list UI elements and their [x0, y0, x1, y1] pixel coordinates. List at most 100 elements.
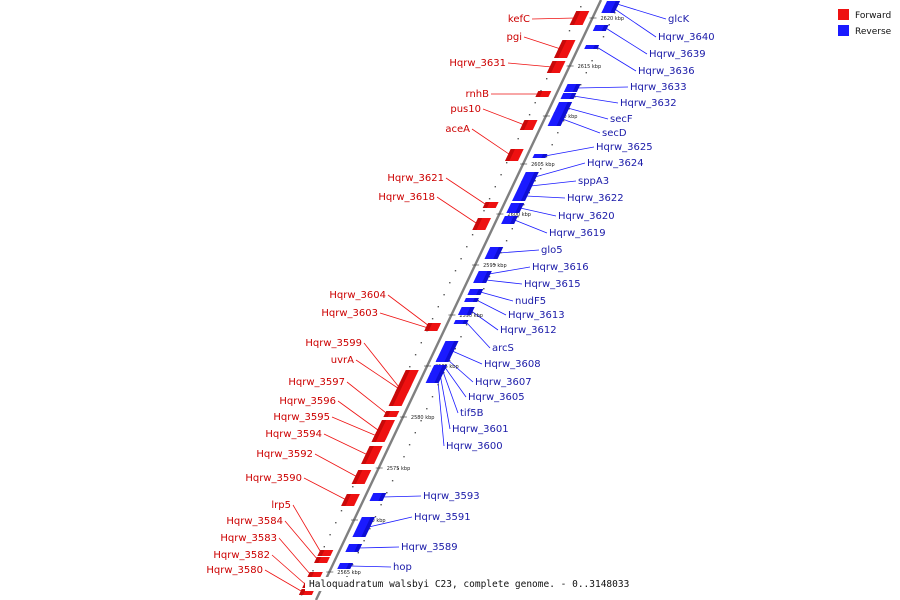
legend: Forward Reverse — [838, 9, 892, 37]
leader-line — [323, 433, 369, 456]
leader-line — [337, 400, 380, 432]
axis-tick-label: 2600 kbp — [507, 212, 531, 218]
guide-dot — [591, 60, 593, 62]
gene-label-hqrw-3596: Hqrw_3596 — [279, 396, 336, 407]
guide-dot — [363, 540, 365, 542]
guide-dot — [534, 102, 536, 104]
guide-dot — [614, 12, 616, 14]
axis-tick-label: 2585 kbp — [435, 364, 459, 370]
gene-uvra — [394, 385, 412, 393]
legend-reverse-label: Reverse — [855, 27, 892, 37]
gene-body — [457, 307, 475, 315]
caption-background — [305, 577, 595, 591]
gene-pgi — [554, 40, 576, 58]
leader-line — [264, 569, 304, 593]
leader-line — [544, 146, 595, 157]
guide-dot — [408, 444, 411, 446]
gene-shade — [444, 358, 451, 362]
gene-body — [345, 544, 363, 552]
gene-hqrw-3632 — [560, 93, 577, 99]
gene-features — [298, 1, 620, 595]
gene-body — [501, 216, 518, 224]
guide-dot — [357, 552, 359, 554]
gene-label-hqrw-3636: Hqrw_3636 — [638, 66, 695, 77]
gene-hqrw-3613 — [464, 298, 479, 302]
leader-line — [523, 36, 561, 50]
axis-tick-label: 2620 kbp — [601, 16, 625, 22]
guide-dot — [352, 486, 354, 488]
gene-shade — [306, 572, 314, 578]
gene-body — [372, 432, 390, 440]
gene-body — [337, 563, 354, 569]
gene-body — [473, 277, 489, 283]
gene-body — [535, 91, 552, 97]
gene-shade — [354, 544, 363, 552]
gene-hqrw-3593 — [369, 493, 387, 501]
gene-body — [317, 550, 334, 556]
guide-dot — [488, 276, 491, 278]
gene-shade — [462, 320, 469, 324]
gene-label-acea: aceA — [445, 124, 470, 135]
gene-shade — [554, 40, 567, 58]
guide-dot — [443, 372, 445, 374]
axis-tick-label: 2570 kbp — [362, 518, 386, 524]
gene-shade — [317, 550, 325, 556]
leader-line — [355, 359, 400, 390]
leader-line — [440, 375, 451, 430]
gene-label-hqrw-3607: Hqrw_3607 — [475, 377, 532, 388]
gene-label-hop: hop — [393, 562, 412, 573]
gene-body — [553, 102, 573, 114]
gene-shade — [436, 373, 444, 379]
guide-dot — [340, 510, 343, 512]
guide-dot — [437, 306, 439, 308]
guide-dot — [409, 366, 411, 368]
leader-line — [368, 516, 413, 528]
guide-dot — [580, 84, 582, 86]
gene-shade — [466, 307, 475, 315]
gene-label-hqrw-3639: Hqrw_3639 — [649, 49, 706, 60]
leader-line — [382, 495, 422, 498]
gene-label-hqrw-3633: Hqrw_3633 — [630, 82, 687, 93]
gene-shade — [556, 112, 568, 126]
gene-body — [435, 358, 451, 362]
leader-line — [284, 520, 319, 561]
gene-label-sppa3: sppA3 — [578, 176, 609, 187]
guide-dot — [386, 492, 388, 494]
gene-hqrw-3600 — [425, 379, 441, 383]
gene-label-kefc: kefC — [508, 14, 530, 25]
guide-dot — [454, 270, 457, 272]
gene-hqrw-3639 — [592, 25, 609, 31]
axis-tick-label: 2605 kbp — [531, 162, 555, 168]
gene-hqrw-3612 — [457, 307, 475, 315]
gene-pus10 — [519, 120, 538, 130]
gene-hqrw-3595 — [372, 432, 390, 440]
guide-dot — [426, 408, 428, 410]
guide-dot — [329, 534, 331, 536]
gene-shade — [298, 589, 306, 595]
guide-dot — [477, 300, 479, 302]
axis-tick-label: 2580 kbp — [411, 415, 435, 421]
gene-body — [425, 379, 441, 383]
leader-line — [530, 180, 577, 187]
gene-shade — [482, 202, 490, 208]
gene-labels: kefC pgi Hqrw_3631 rnhB pus10 aceA Hqrw_3621 Hq… — [206, 14, 714, 576]
guide-dot — [420, 420, 422, 422]
leader-line — [534, 162, 586, 178]
guide-dot — [528, 192, 530, 194]
gene-label-hqrw-3640: Hqrw_3640 — [658, 32, 715, 43]
gene-label-hqrw-3583: Hqrw_3583 — [220, 533, 277, 544]
guide-dot — [443, 294, 445, 296]
guide-dot — [500, 252, 502, 254]
gene-rnhb — [535, 91, 552, 97]
gene-shade — [610, 5, 619, 13]
gene-body — [467, 289, 484, 295]
gene-body — [424, 325, 441, 331]
gene-hqrw-3597 — [383, 411, 400, 417]
gene-acea — [505, 149, 524, 161]
leader-line — [387, 294, 430, 327]
guide-dot — [414, 354, 417, 356]
gene-label-hqrw-3624: Hqrw_3624 — [587, 158, 644, 169]
leader-line — [520, 207, 557, 217]
guide-dot — [414, 432, 416, 434]
